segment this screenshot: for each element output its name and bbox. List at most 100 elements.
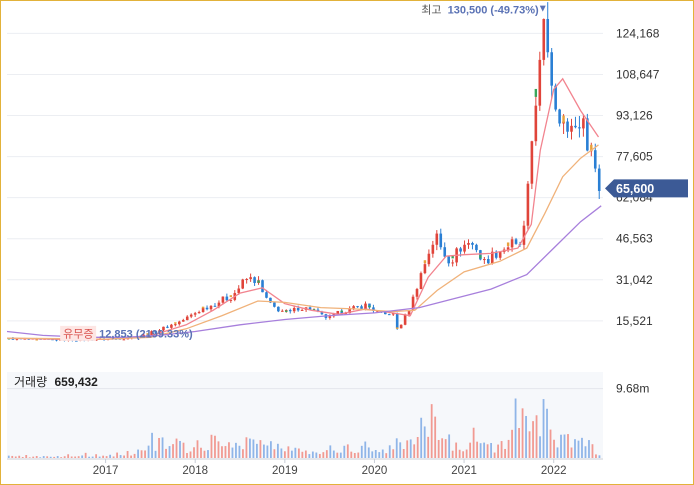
candle-body: [178, 321, 181, 325]
x-tick-label: 2019: [272, 465, 298, 477]
volume-bar: [249, 438, 251, 458]
volume-bar: [350, 451, 353, 458]
volume-bar: [441, 438, 444, 458]
candle-body: [292, 308, 296, 312]
candle-body: [328, 316, 332, 318]
volume-bar: [297, 448, 300, 458]
candle-body: [308, 307, 312, 311]
volume-bar: [280, 448, 283, 458]
candle-body: [364, 303, 367, 309]
volume-bar: [112, 456, 115, 458]
volume-bar: [539, 436, 541, 458]
volume-bar: [476, 441, 479, 458]
candle-body: [384, 312, 387, 315]
volume-bar: [518, 428, 520, 458]
candle-body: [586, 118, 589, 151]
volume-bar: [25, 454, 28, 458]
volume-bar: [371, 451, 374, 458]
candle-body: [348, 308, 351, 314]
candle-body-accent: [590, 144, 593, 152]
volume-bar: [409, 439, 412, 458]
volume-bar: [154, 450, 157, 458]
volume-bar: [336, 452, 339, 458]
volume-bar: [245, 437, 248, 458]
volume-title: 거래량 659,432: [14, 375, 98, 389]
volume-bar: [416, 437, 419, 458]
x-tick-label: 2020: [362, 465, 388, 477]
volume-bar: [339, 452, 342, 458]
volume-bar: [444, 439, 447, 458]
price-gridlines: [7, 32, 603, 322]
volume-bar: [49, 456, 52, 458]
candle-body: [166, 326, 169, 328]
candle-body-accent: [368, 305, 371, 308]
candle-body: [570, 125, 573, 132]
candle-body: [479, 250, 482, 260]
candle-body-accent: [340, 310, 343, 313]
volume-bar: [315, 452, 318, 458]
volume-bar: [325, 450, 328, 458]
volume-bar: [546, 408, 548, 458]
volume-bar: [332, 450, 335, 458]
high-marker-icon: [539, 5, 546, 12]
volume-bar: [570, 447, 573, 458]
candle-body-accent: [479, 255, 482, 259]
volume-bar: [70, 456, 73, 458]
volume-bar: [497, 444, 499, 458]
volume-bar: [392, 449, 395, 458]
candle-body: [597, 168, 601, 191]
price-panel: [7, 14, 603, 346]
candle-body: [372, 307, 375, 311]
x-axis-ticks: 2017 2018 2019 2020 2021 2022: [93, 459, 567, 477]
volume-bar: [46, 456, 49, 458]
volume-bar: [395, 438, 398, 458]
candle-body-accent: [562, 115, 565, 123]
candle-body-accent: [534, 88, 538, 97]
candle-body: [174, 324, 177, 326]
candle-body: [261, 280, 264, 293]
volume-bar: [81, 455, 84, 458]
candle-body: [193, 313, 197, 315]
low-label-value: 12,853 (2199.33%): [99, 328, 193, 340]
candle-body: [542, 18, 546, 60]
y-tick-label: 46,563: [616, 232, 653, 246]
volume-bar: [158, 437, 160, 458]
volume-bar: [179, 440, 181, 458]
candle-body: [55, 339, 58, 341]
volume-bar: [269, 441, 272, 458]
volume-bar: [493, 452, 496, 458]
volume-bar: [102, 455, 105, 458]
candle-body: [241, 279, 245, 289]
low-annotation: 유무증 12,853 (2199.33%): [60, 325, 193, 341]
candle-body: [221, 296, 225, 303]
volume-bar: [231, 447, 234, 458]
volume-bar: [374, 450, 377, 458]
candle-body: [185, 316, 189, 321]
candle-body: [229, 299, 233, 301]
candle-body: [487, 259, 490, 264]
candle-body-accent: [395, 327, 399, 329]
candle-body: [463, 244, 466, 252]
volume-bar: [483, 442, 486, 458]
volume-bar: [567, 434, 569, 458]
candle-body: [431, 244, 435, 254]
high-annotation: 최고 130,500 (-49.73%): [421, 4, 546, 17]
volume-bar: [360, 445, 363, 458]
candle-body: [578, 127, 581, 129]
x-tick-label: 2021: [451, 465, 477, 477]
volume-bar: [322, 452, 325, 458]
candle-body: [490, 251, 494, 264]
volume-title-value: 659,432: [54, 375, 98, 389]
volume-bar: [556, 447, 559, 458]
volume-bar: [84, 452, 87, 458]
volume-bar: [210, 434, 213, 458]
candle-body: [356, 306, 359, 308]
candle-body: [419, 273, 423, 290]
volume-bar: [581, 437, 583, 458]
volume-bar: [228, 442, 230, 458]
y-tick-label: 124,168: [616, 26, 660, 40]
volume-bar: [60, 457, 63, 458]
candle-body: [483, 259, 486, 261]
volume-bar: [563, 434, 566, 458]
volume-bar: [207, 450, 209, 458]
